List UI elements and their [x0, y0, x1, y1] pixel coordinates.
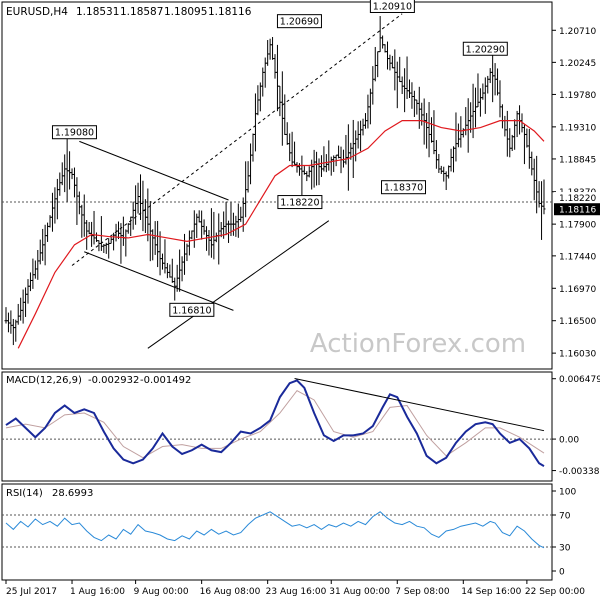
panel-frame-1 — [1, 371, 553, 482]
current-price-label: 1.18116 — [559, 206, 596, 216]
price-tick-label: 1.19780 — [559, 91, 596, 101]
x-tick-label: 14 Sep 16:00 — [461, 587, 521, 597]
macd-tick-label: 0.00 — [559, 436, 579, 446]
ohlc-open: 1.18531 — [76, 6, 119, 18]
x-tick-label: 31 Aug 00:00 — [329, 587, 390, 597]
macd-tick-label: -0.00338 — [559, 467, 600, 477]
price-tick-label: 1.19310 — [559, 123, 596, 133]
symbol-header: EURUSD,H4 — [6, 6, 68, 18]
rsi-value: 28.6993 — [52, 488, 93, 499]
price-trendline-2 — [84, 251, 234, 311]
macd-value: -0.002932 — [88, 375, 139, 386]
price-bars — [4, 16, 546, 346]
macd-panel: 0.006479 0.00 -0.00338 — [2, 375, 600, 477]
price-tick-label: 1.16030 — [559, 350, 596, 360]
price-callout-box — [369, 0, 415, 13]
price-callout-label: 1.18220 — [280, 198, 319, 209]
x-tick-label: 25 Jul 2017 — [6, 587, 57, 597]
reference-level-label-box — [554, 192, 600, 205]
price-callout-box — [381, 180, 427, 195]
price-moving-average — [17, 120, 545, 349]
rsi-header: RSI(14) — [6, 488, 43, 499]
price-tick-label: 1.20710 — [559, 27, 596, 37]
panel-frame-2 — [1, 483, 553, 581]
x-tick-label: 16 Aug 08:00 — [200, 587, 261, 597]
price-tick-label: 1.16500 — [559, 317, 596, 327]
ohlc-high: 1.18587 — [120, 6, 163, 18]
macd-trendline — [294, 378, 545, 432]
price-trendline-1 — [79, 140, 229, 201]
watermark: ActionForex.com — [310, 329, 526, 359]
ohlc-close: 1.18116 — [208, 6, 252, 18]
rsi-line — [5, 511, 545, 549]
price-callout-label: 1.20690 — [280, 17, 319, 28]
price-callout-box — [462, 41, 508, 56]
ohlc-low: 1.18095 — [164, 6, 207, 18]
macd-header: MACD(12,26,9) — [6, 375, 82, 386]
price-tick-label: 1.17900 — [559, 221, 596, 231]
reference-level-label: 1.18220 — [559, 194, 596, 204]
x-tick-label: 23 Aug 16:00 — [266, 587, 327, 597]
x-tick-label: 7 Sep 08:00 — [395, 587, 450, 597]
rsi-tick-label: 100 — [559, 488, 576, 498]
price-callout-box — [276, 14, 322, 29]
rsi-tick-label: 70 — [559, 512, 571, 522]
x-tick-label: 1 Aug 16:00 — [70, 587, 125, 597]
price-tick-label: 1.18845 — [559, 155, 596, 165]
macd-signal-value: -0.001492 — [140, 375, 191, 386]
price-tick-label: 1.16970 — [559, 285, 596, 295]
price-callout-box — [51, 125, 97, 140]
price-callout-label: 1.16810 — [172, 305, 211, 316]
price-tick-label: 1.17440 — [559, 252, 596, 262]
x-axis: 25 Jul 2017 1 Aug 16:00 9 Aug 00:00 16 Aug … — [5, 580, 585, 597]
x-tick-label: 22 Sep 00:00 — [525, 587, 585, 597]
rsi-panel: 100 70 30 0 — [2, 488, 576, 578]
rsi-tick-label: 30 — [559, 544, 571, 554]
price-trendline-3 — [147, 220, 330, 349]
macd-tick-label: 0.006479 — [559, 375, 600, 385]
macd-line — [5, 379, 545, 467]
price-callout-label: 1.20910 — [373, 1, 412, 12]
price-callout-label: 1.19080 — [55, 128, 94, 139]
price-callout-label: 1.18370 — [384, 183, 423, 194]
x-tick-label: 9 Aug 00:00 — [134, 587, 189, 597]
current-price-label-box — [554, 203, 600, 216]
price-tick-label: 1.20245 — [559, 59, 596, 69]
rsi-tick-label: 0 — [559, 568, 565, 578]
price-callout-box — [277, 195, 323, 210]
price-panel: 1.20710 1.20245 1.19780 1.19310 1.18845 1.183… — [2, 0, 600, 360]
price-callout-label: 1.20290 — [466, 44, 505, 55]
price-callout-box — [169, 302, 215, 317]
